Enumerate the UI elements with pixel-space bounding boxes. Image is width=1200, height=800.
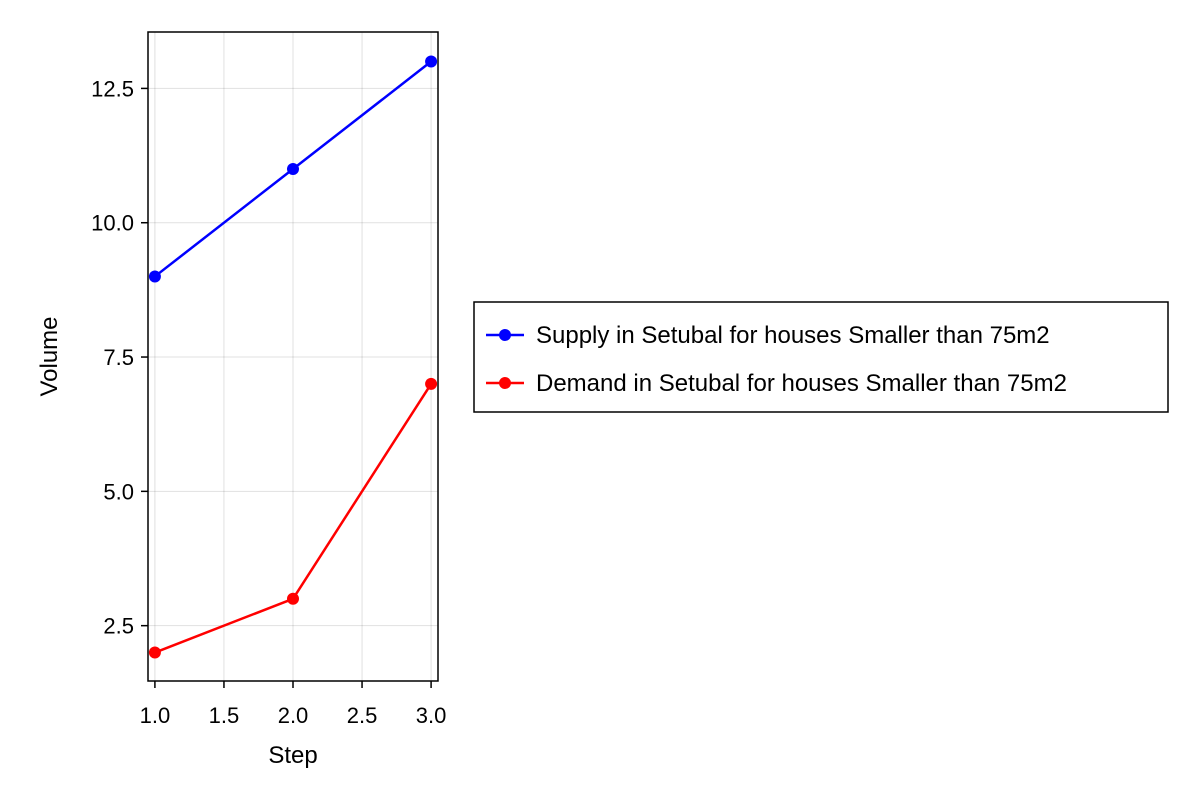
series-demand bbox=[148, 377, 438, 659]
legend-item: Demand in Setubal for houses Smaller tha… bbox=[486, 370, 1067, 397]
y-tick-label: 10.0 bbox=[91, 211, 134, 236]
grid-lines bbox=[148, 32, 438, 681]
data-point bbox=[148, 646, 161, 659]
x-axis-label: Step bbox=[268, 742, 317, 769]
y-axis-label: Volume bbox=[36, 316, 63, 396]
legend-label: Supply in Setubal for houses Smaller tha… bbox=[536, 322, 1050, 349]
legend-marker bbox=[499, 377, 511, 389]
data-point bbox=[287, 162, 299, 175]
series-layer bbox=[148, 55, 438, 659]
x-tick-label: 1.0 bbox=[140, 703, 171, 728]
legend-box bbox=[473, 301, 1169, 413]
axis-ticks: 1.0 1.5 2.0 2.5 3.0 2.5 5.0 7.5 10.0 12.5 bbox=[91, 76, 446, 728]
series-supply bbox=[148, 55, 438, 283]
legend-label: Demand in Setubal for houses Smaller tha… bbox=[536, 370, 1067, 397]
legend: Supply in Setubal for houses Smaller tha… bbox=[473, 301, 1169, 413]
data-point bbox=[425, 377, 438, 390]
y-tick-label: 12.5 bbox=[91, 76, 134, 101]
data-point bbox=[287, 592, 299, 605]
legend-marker bbox=[499, 329, 511, 341]
x-tick-label: 2.5 bbox=[347, 703, 378, 728]
y-tick-label: 5.0 bbox=[103, 479, 134, 504]
x-tick-label: 2.0 bbox=[278, 703, 309, 728]
x-tick-label: 3.0 bbox=[416, 703, 447, 728]
data-point bbox=[425, 55, 438, 68]
data-point bbox=[148, 270, 161, 283]
y-tick-label: 2.5 bbox=[103, 614, 134, 639]
x-tick-label: 1.5 bbox=[209, 703, 240, 728]
y-tick-label: 7.5 bbox=[103, 345, 134, 370]
legend-item: Supply in Setubal for houses Smaller tha… bbox=[486, 322, 1050, 349]
